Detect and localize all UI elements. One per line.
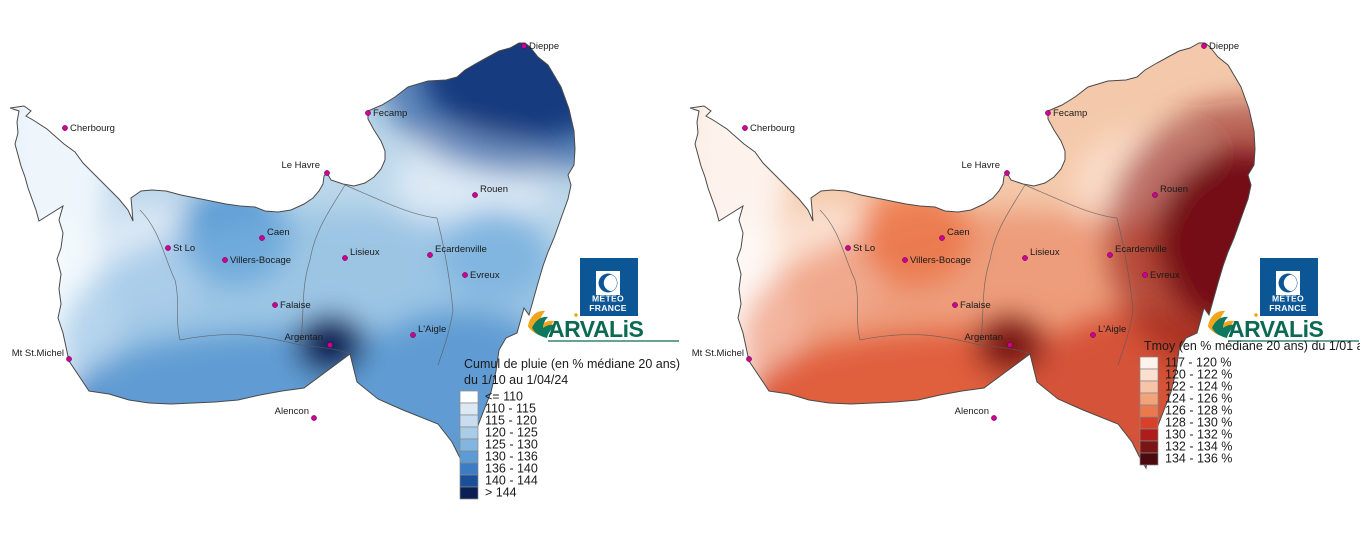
svg-text:Falaise: Falaise — [280, 300, 311, 311]
svg-text:L'Aigle: L'Aigle — [418, 324, 446, 335]
svg-text:Le Havre: Le Havre — [961, 160, 1000, 171]
svg-text:Falaise: Falaise — [960, 300, 991, 311]
svg-text:Caen: Caen — [947, 227, 970, 238]
svg-text:Evreux: Evreux — [470, 270, 500, 281]
svg-text:Villers-Bocage: Villers-Bocage — [910, 255, 971, 266]
svg-text:Argentan: Argentan — [284, 332, 323, 343]
svg-text:Rouen: Rouen — [1160, 184, 1188, 195]
svg-text:> 144: > 144 — [485, 486, 517, 500]
svg-text:Mt St.Michel: Mt St.Michel — [12, 348, 64, 359]
svg-text:Caen: Caen — [267, 227, 290, 238]
svg-text:Alencon: Alencon — [955, 406, 989, 417]
svg-text:Mt St.Michel: Mt St.Michel — [692, 348, 744, 359]
svg-text:Villers-Bocage: Villers-Bocage — [230, 255, 291, 266]
svg-text:FRANCE: FRANCE — [589, 303, 627, 313]
svg-text:Ecardenville: Ecardenville — [1115, 244, 1167, 255]
svg-text:Lisieux: Lisieux — [350, 247, 380, 258]
svg-text:Cumul de pluie (en % médiane 2: Cumul de pluie (en % médiane 20 ans) — [464, 357, 680, 371]
svg-text:St Lo: St Lo — [173, 243, 195, 254]
svg-text:Lisieux: Lisieux — [1030, 247, 1060, 258]
svg-text:Alencon: Alencon — [275, 406, 309, 417]
svg-text:Evreux: Evreux — [1150, 270, 1180, 281]
svg-text:134 - 136 %: 134 - 136 % — [1165, 452, 1232, 466]
svg-text:Fecamp: Fecamp — [1053, 108, 1087, 119]
svg-text:Rouen: Rouen — [480, 184, 508, 195]
svg-text:L'Aigle: L'Aigle — [1098, 324, 1126, 335]
svg-text:St Lo: St Lo — [853, 243, 875, 254]
svg-text:Cherbourg: Cherbourg — [750, 123, 795, 134]
svg-text:Cherbourg: Cherbourg — [70, 123, 115, 134]
svg-text:FRANCE: FRANCE — [1269, 303, 1307, 313]
svg-text:Le Havre: Le Havre — [281, 160, 320, 171]
svg-text:Dieppe: Dieppe — [1209, 41, 1239, 52]
svg-text:Tmoy (en % médiane 20 ans) du: Tmoy (en % médiane 20 ans) du 1/01 au 1/… — [1144, 339, 1360, 353]
svg-text:Ecardenville: Ecardenville — [435, 244, 487, 255]
svg-text:du 1/10 au 1/04/24: du 1/10 au 1/04/24 — [464, 373, 568, 387]
svg-text:ARVALiS: ARVALiS — [548, 316, 644, 342]
svg-text:Dieppe: Dieppe — [529, 41, 559, 52]
svg-text:Fecamp: Fecamp — [373, 108, 407, 119]
svg-text:Argentan: Argentan — [964, 332, 1003, 343]
